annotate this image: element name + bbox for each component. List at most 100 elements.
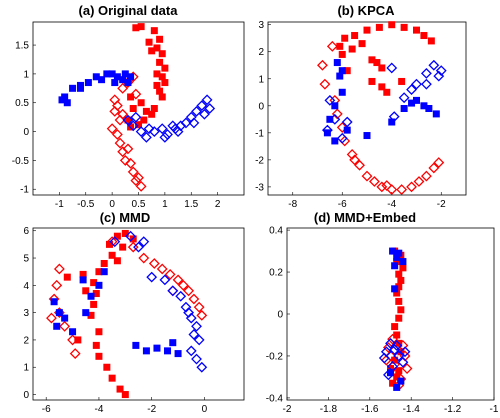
x-tick-label: 1 (162, 199, 168, 210)
blue-diamond-point (321, 124, 333, 136)
red-square-point (368, 77, 376, 85)
x-tick-label: -1.8 (320, 404, 338, 415)
blue-square-point (61, 314, 69, 322)
x-tick-label: -1.6 (361, 404, 379, 415)
red-square-point (389, 379, 397, 387)
red-square-point (82, 287, 90, 295)
red-diamond-point (188, 293, 200, 305)
blue-square-point (338, 88, 346, 96)
red-diamond-point (396, 184, 408, 196)
red-square-point (153, 70, 161, 78)
blue-square-point (92, 73, 100, 81)
blue-diamond-point (138, 236, 150, 248)
red-square-point (373, 59, 381, 67)
blue-diamond-point (324, 94, 336, 106)
panel-b-axes-frame (267, 21, 467, 196)
blue-diamond-point (159, 274, 171, 286)
red-square-point (124, 116, 132, 124)
y-tick-label: 0.4 (269, 226, 283, 237)
red-diamond-point (130, 88, 142, 100)
panel-c: (c) MMD -6 -4 -2 0 0 1 2 3 4 5 6 (23, 210, 245, 415)
blue-square-point (63, 99, 71, 107)
red-square-point (393, 331, 401, 339)
blue-diamond-point (201, 94, 213, 106)
blue-square-point (432, 110, 440, 118)
blue-diamond-point (388, 111, 400, 123)
red-diamond-point (164, 268, 176, 280)
blue-diamond-point (130, 111, 142, 123)
blue-diamond-point (185, 345, 197, 357)
blue-diamond-point (193, 334, 205, 346)
red-diamond-point (119, 154, 131, 166)
blue-diamond-point (196, 100, 208, 112)
red-square-point (148, 110, 156, 118)
x-tick-label: -8 (288, 199, 297, 210)
red-square-point (358, 40, 366, 48)
x-tick-label: -6 (42, 404, 51, 415)
red-square-point (393, 289, 401, 297)
blue-diamond-point (125, 230, 137, 242)
y-tick-label: -2 (255, 155, 264, 166)
red-diamond-point (433, 157, 445, 168)
blue-diamond-point (146, 271, 158, 283)
blue-diamond-point (420, 78, 432, 90)
blue-square-point (400, 105, 408, 112)
red-square-point (161, 64, 169, 72)
blue-diamond-point (428, 59, 440, 71)
red-square-point (400, 23, 408, 31)
red-diamond-point (46, 312, 57, 324)
blue-diamond-point (393, 350, 405, 362)
x-tick-label: -1 (55, 199, 64, 210)
blue-diamond-point (398, 92, 410, 104)
blue-diamond-point (109, 236, 121, 248)
red-square-point (95, 268, 103, 276)
red-diamond-point (53, 263, 65, 275)
red-square-point (351, 32, 359, 40)
y-tick-label: 0.5 (15, 98, 29, 109)
red-square-point (92, 290, 100, 298)
red-square-point (137, 23, 145, 31)
red-square-point (121, 391, 129, 399)
blue-square-point (132, 341, 140, 349)
red-square-point (158, 73, 166, 81)
red-square-point (95, 352, 103, 360)
y-tick-label: 0 (23, 127, 29, 138)
blue-diamond-point (183, 307, 195, 319)
red-square-point (427, 37, 435, 45)
blue-square-point (323, 129, 331, 137)
red-square-point (348, 45, 356, 53)
red-square-point (108, 251, 116, 259)
blue-square-point (103, 70, 111, 78)
panel-b: (b) KPCA -8 -6 -4 -2 -3 -2 -1 0 1 2 3 (255, 3, 467, 210)
red-square-point (395, 297, 403, 305)
red-square-point (391, 323, 399, 331)
blue-diamond-point (167, 120, 179, 132)
red-square-point (398, 77, 406, 85)
red-square-point (113, 232, 121, 240)
red-square-point (341, 34, 349, 42)
red-diamond-point (117, 82, 129, 94)
red-diamond-point (183, 285, 195, 297)
red-diamond-point (336, 122, 348, 133)
blue-diamond-point (336, 132, 348, 144)
blue-square-point (127, 73, 135, 81)
blue-square-point (164, 347, 172, 355)
red-square-point (150, 105, 158, 112)
red-square-point (119, 243, 127, 251)
red-square-point (156, 58, 164, 66)
red-square-point (395, 283, 403, 291)
red-square-point (153, 81, 161, 89)
panel-a-axes-frame (32, 21, 245, 196)
red-square-point (100, 259, 108, 267)
blue-square-point (61, 93, 69, 101)
red-square-point (393, 258, 401, 266)
red-square-point (90, 300, 98, 308)
red-diamond-point (130, 175, 142, 187)
red-diamond-point (354, 159, 365, 171)
blue-diamond-point (435, 65, 447, 77)
red-diamond-point (401, 363, 413, 374)
red-square-point (129, 105, 137, 112)
red-square-point (158, 93, 166, 101)
blue-diamond-point (143, 123, 155, 135)
